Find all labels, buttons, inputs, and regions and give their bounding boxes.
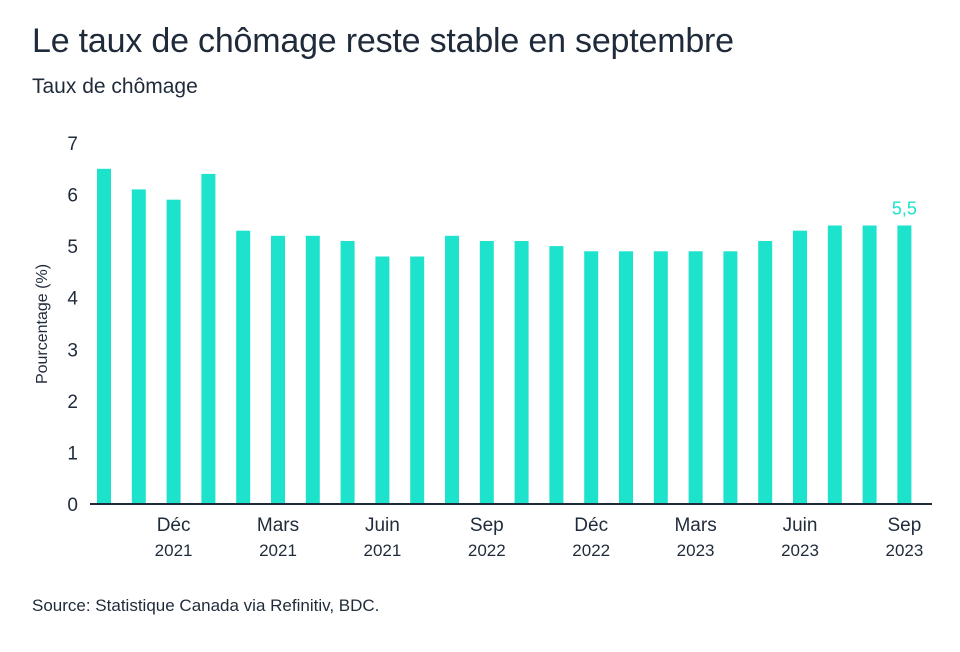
- x-tick-year: 2021: [259, 541, 297, 560]
- x-tick-month: Déc: [157, 515, 191, 536]
- y-axis: 0 1 2 3 4 5 6 7: [67, 134, 78, 516]
- x-tick-year: 2022: [468, 541, 506, 560]
- x-tick-month: Mars: [674, 515, 716, 536]
- bar: [445, 235, 459, 505]
- x-tick-month: Sep: [887, 515, 921, 536]
- bar: [653, 251, 668, 504]
- source-note: Source: Statistique Canada via Refinitiv…: [32, 596, 380, 615]
- bar: [514, 241, 529, 504]
- bar: [201, 173, 216, 504]
- bar: [375, 256, 390, 504]
- x-tick-month: Mars: [257, 515, 299, 536]
- bar: [688, 251, 703, 504]
- chart-title: Le taux de chômage reste stable en septe…: [32, 22, 734, 60]
- bars-group: [97, 168, 912, 505]
- x-tick-month: Déc: [574, 515, 608, 536]
- bar: [897, 225, 912, 504]
- y-axis-label: Pourcentage (%): [34, 264, 51, 384]
- bar: [410, 256, 425, 504]
- bar: [305, 235, 320, 505]
- y-tick-label: 4: [67, 289, 78, 310]
- bar: [723, 251, 738, 504]
- annotations: 5,5: [892, 199, 917, 219]
- y-tick-label: 6: [67, 186, 78, 207]
- bar: [271, 235, 285, 505]
- x-tick-month: Juin: [783, 515, 818, 536]
- x-tick-month: Juin: [365, 515, 400, 536]
- x-tick-year: 2021: [155, 541, 193, 560]
- y-tick-label: 7: [67, 134, 78, 155]
- x-tick-year: 2022: [572, 541, 610, 560]
- bar: [793, 230, 807, 504]
- x-tick-year: 2023: [781, 541, 819, 560]
- bar: [340, 241, 355, 504]
- x-tick-month: Sep: [470, 515, 504, 536]
- bar: [549, 246, 564, 504]
- y-tick-label: 1: [67, 443, 78, 464]
- value-label: 5,5: [892, 199, 917, 219]
- chart-subtitle: Taux de chômage: [32, 75, 198, 98]
- x-tick-year: 2023: [677, 541, 715, 560]
- y-tick-label: 5: [67, 237, 78, 258]
- bar: [236, 230, 251, 504]
- x-tick-year: 2023: [885, 541, 923, 560]
- bar: [584, 251, 599, 504]
- y-tick-label: 0: [67, 495, 78, 516]
- y-tick-label: 2: [67, 392, 78, 413]
- bar: [827, 225, 842, 504]
- bar: [862, 225, 877, 504]
- bar: [758, 241, 773, 504]
- x-axis: Déc 2021 Mars 2021 Juin 2021 Sep 2022 Déc 2022 Mar…: [155, 515, 924, 560]
- y-tick-label: 3: [67, 340, 78, 361]
- bar: [166, 199, 181, 504]
- bar: [619, 251, 633, 504]
- bar: [97, 168, 111, 505]
- bar: [131, 189, 146, 504]
- x-tick-year: 2021: [363, 541, 401, 560]
- bar: [479, 241, 494, 504]
